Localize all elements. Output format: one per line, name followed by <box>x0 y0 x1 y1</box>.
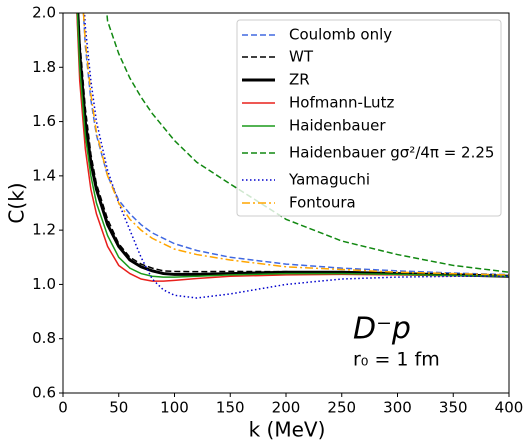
x-tick-label: 100 <box>160 399 189 417</box>
y-axis-label: C(k) <box>5 182 29 223</box>
series-line <box>82 13 509 276</box>
legend-label: Coulomb only <box>289 26 392 44</box>
legend-label: ZR <box>289 71 310 89</box>
annotation: r₀ = 1 fm <box>353 349 440 371</box>
series-line <box>76 13 509 278</box>
x-axis-label: k (MeV) <box>249 418 326 442</box>
x-tick-label: 0 <box>58 399 68 417</box>
y-tick-label: 1.6 <box>32 112 56 130</box>
y-tick-label: 1.8 <box>32 58 56 76</box>
plot-lines <box>76 13 509 299</box>
legend-label: Haidenbauer gσ²/4π = 2.25 <box>289 144 494 162</box>
y-tick-label: 0.6 <box>32 384 56 402</box>
x-tick-label: 250 <box>327 399 356 417</box>
legend-label: Haidenbauer <box>289 117 386 135</box>
series-line <box>76 13 509 282</box>
series-line <box>76 13 509 278</box>
x-tick-label: 50 <box>109 399 128 417</box>
x-tick-label: 350 <box>439 399 468 417</box>
legend-label: Yamaguchi <box>288 171 370 189</box>
annotation: D⁻p <box>353 312 411 347</box>
series-line <box>106 13 509 273</box>
legend-label: WT <box>289 48 314 66</box>
x-tick-label: 300 <box>383 399 412 417</box>
y-tick-label: 1.2 <box>32 221 56 239</box>
y-tick-label: 1.4 <box>32 166 56 184</box>
x-tick-label: 150 <box>216 399 245 417</box>
y-tick-label: 0.8 <box>32 329 56 347</box>
legend-label: Fontoura <box>289 194 356 212</box>
y-tick-label: 1.0 <box>32 275 56 293</box>
y-tick-label: 2.0 <box>32 4 56 22</box>
legend-box <box>236 19 502 217</box>
x-tick-label: 400 <box>495 399 524 417</box>
legend-label: Hofmann-Lutz <box>289 94 394 112</box>
series-line <box>82 13 509 276</box>
x-tick-label: 200 <box>272 399 301 417</box>
